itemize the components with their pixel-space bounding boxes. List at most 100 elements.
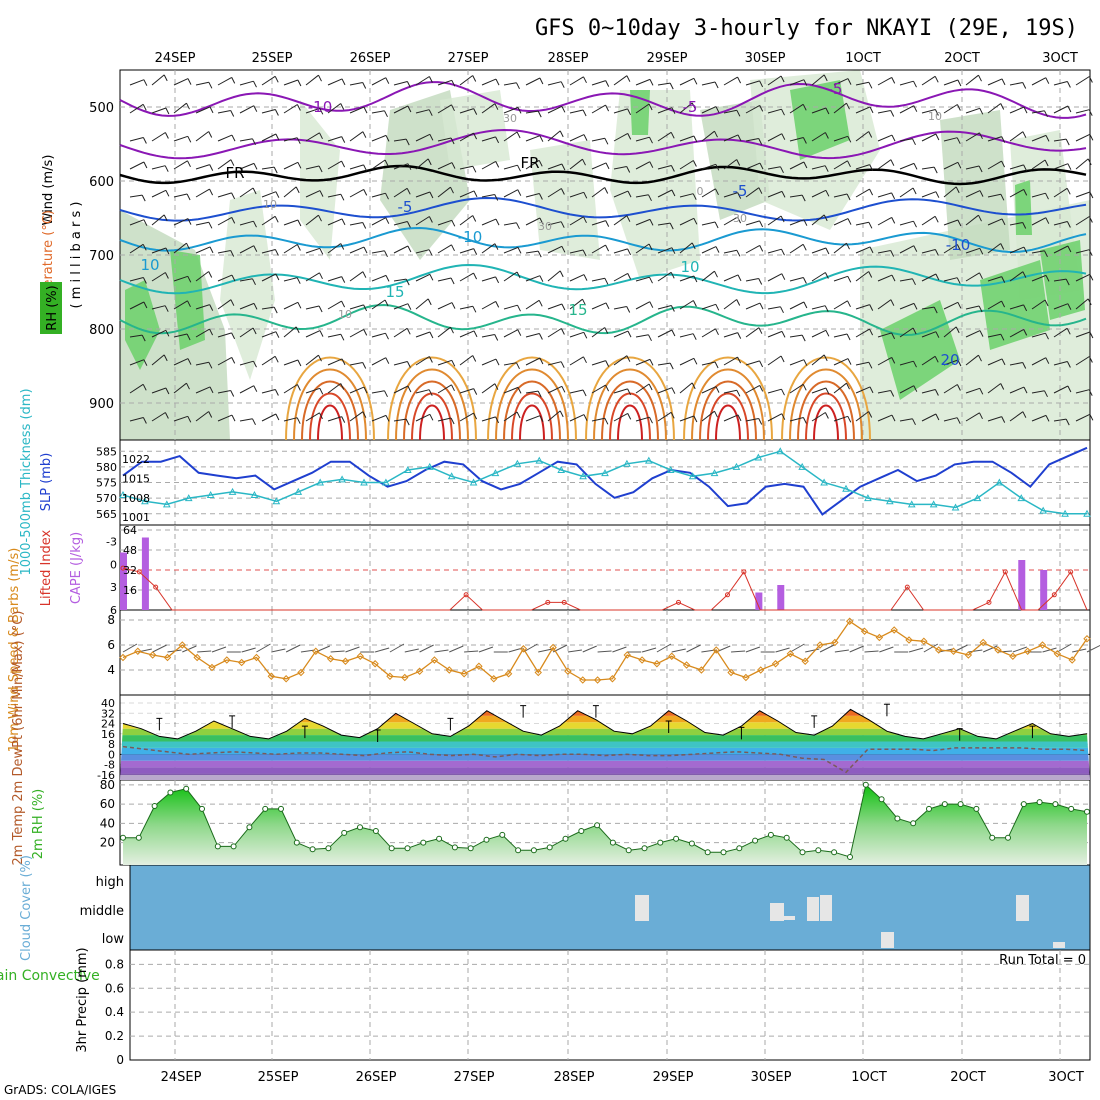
wind-barb-10m (656, 643, 672, 653)
wind-barb (173, 218, 189, 226)
wind-barb-flag (1067, 105, 1072, 113)
wind-speed-point (890, 626, 898, 634)
wind-barb (151, 165, 166, 170)
thickness-point (272, 497, 281, 505)
wind-barb (547, 188, 562, 198)
wind-barb (855, 246, 871, 254)
wind-barb-flag (1087, 158, 1092, 166)
wind-barb (349, 362, 363, 366)
wind-barb-flag (736, 159, 741, 166)
wind-barb-flag (649, 276, 653, 284)
temp-band (120, 728, 1090, 736)
wind-barb-flag (1045, 415, 1050, 422)
wind-barb-flag (780, 75, 785, 83)
wind-barb-flag (1067, 163, 1072, 170)
cloud-block (820, 895, 832, 921)
wind-barb-flag (801, 334, 806, 342)
wind-barb (767, 248, 782, 254)
slp-tick-label: 1008 (122, 492, 150, 505)
wind-barb-flag (736, 299, 741, 306)
rh-point (467, 845, 474, 852)
wind-speed-point (1038, 641, 1047, 649)
wind-barb (217, 76, 232, 86)
wind-barb (195, 271, 209, 282)
wind-barb (151, 107, 167, 114)
wind-barb-flag (935, 331, 940, 338)
wind-barb-flag (253, 220, 257, 228)
thickness-tick-label: 570 (96, 492, 117, 505)
wind-barb (943, 417, 958, 422)
wind-barb (459, 215, 473, 226)
wind-barb (525, 390, 539, 394)
rh-point (199, 805, 205, 812)
wind-barb (327, 416, 342, 422)
wind-barb-flag (582, 109, 587, 117)
wind-barb-flag (869, 246, 874, 254)
wind-barb (679, 242, 693, 254)
wind-barb (327, 300, 342, 310)
wind-barb-flag (208, 222, 213, 229)
wind-barb (833, 415, 848, 422)
wind-barb-flag (1023, 189, 1028, 196)
wind-barb (349, 82, 363, 86)
wind-barb (1075, 389, 1090, 394)
wind-barb (525, 357, 541, 366)
wind-barb-flag (451, 384, 455, 392)
thickness-point (141, 497, 149, 505)
wind-barb (679, 300, 694, 310)
wind-barb-flag (275, 413, 280, 421)
wind-barb (899, 360, 914, 366)
temp-tick-label: 8 (108, 738, 115, 751)
cape-bar (755, 592, 763, 610)
wind-barb (371, 274, 387, 282)
wind-barb-flag (274, 356, 279, 363)
wind-barb-10m (197, 650, 212, 653)
wind-barb-flag (1088, 76, 1093, 83)
wind-barb-flag (252, 278, 256, 286)
wind-barb-flag (847, 276, 852, 283)
wind-barb (987, 383, 1001, 394)
wind-barb-10m (908, 647, 924, 653)
warm-temp-loop (411, 392, 453, 441)
wind-barb (503, 246, 519, 254)
wind-barb-flag (143, 161, 148, 169)
wind-barb-flag (362, 222, 367, 229)
wind-barb-flag (319, 248, 324, 255)
contour-label: 10 (140, 256, 159, 274)
wind-barb-10m (434, 649, 449, 653)
wind-barb-flag (209, 164, 214, 171)
wind-speed-point (549, 643, 557, 652)
wind-barb-flag (385, 415, 390, 422)
contour-label: 10 (680, 258, 699, 276)
wind-barb (371, 77, 387, 86)
contour-label: 15 (385, 283, 404, 301)
wind-barb (437, 162, 453, 170)
wind-barb (701, 130, 715, 142)
thickness-point (447, 472, 456, 480)
rh-point (546, 844, 553, 851)
wind-barb-flag (406, 221, 411, 228)
wind-barb (481, 160, 496, 170)
wind-barb-flag (759, 302, 764, 310)
wind-barb (217, 216, 232, 226)
wind-barb-flag (450, 137, 455, 145)
wind-barb (503, 411, 518, 422)
wind-barb (217, 332, 232, 338)
wind-barb-flag (363, 329, 368, 336)
wind-barb-flag (538, 193, 543, 200)
wind-barb-flag (604, 278, 609, 285)
contour-label: -5 (683, 98, 698, 116)
wind-barb-flag (186, 242, 190, 250)
wind-barb (261, 215, 276, 226)
wind-barb (415, 158, 429, 170)
wind-barb-10m (538, 648, 553, 653)
wind-barb (151, 132, 166, 142)
warm-temp-loop (511, 392, 553, 441)
wind-barb-flag (1001, 78, 1006, 86)
wind-barb (987, 358, 1003, 366)
wind-barb (503, 106, 519, 114)
wind-barb-flag (825, 190, 830, 197)
wind-barb-flag (165, 247, 170, 255)
wind-barb-flag (759, 220, 764, 228)
rh-point (1068, 805, 1075, 812)
